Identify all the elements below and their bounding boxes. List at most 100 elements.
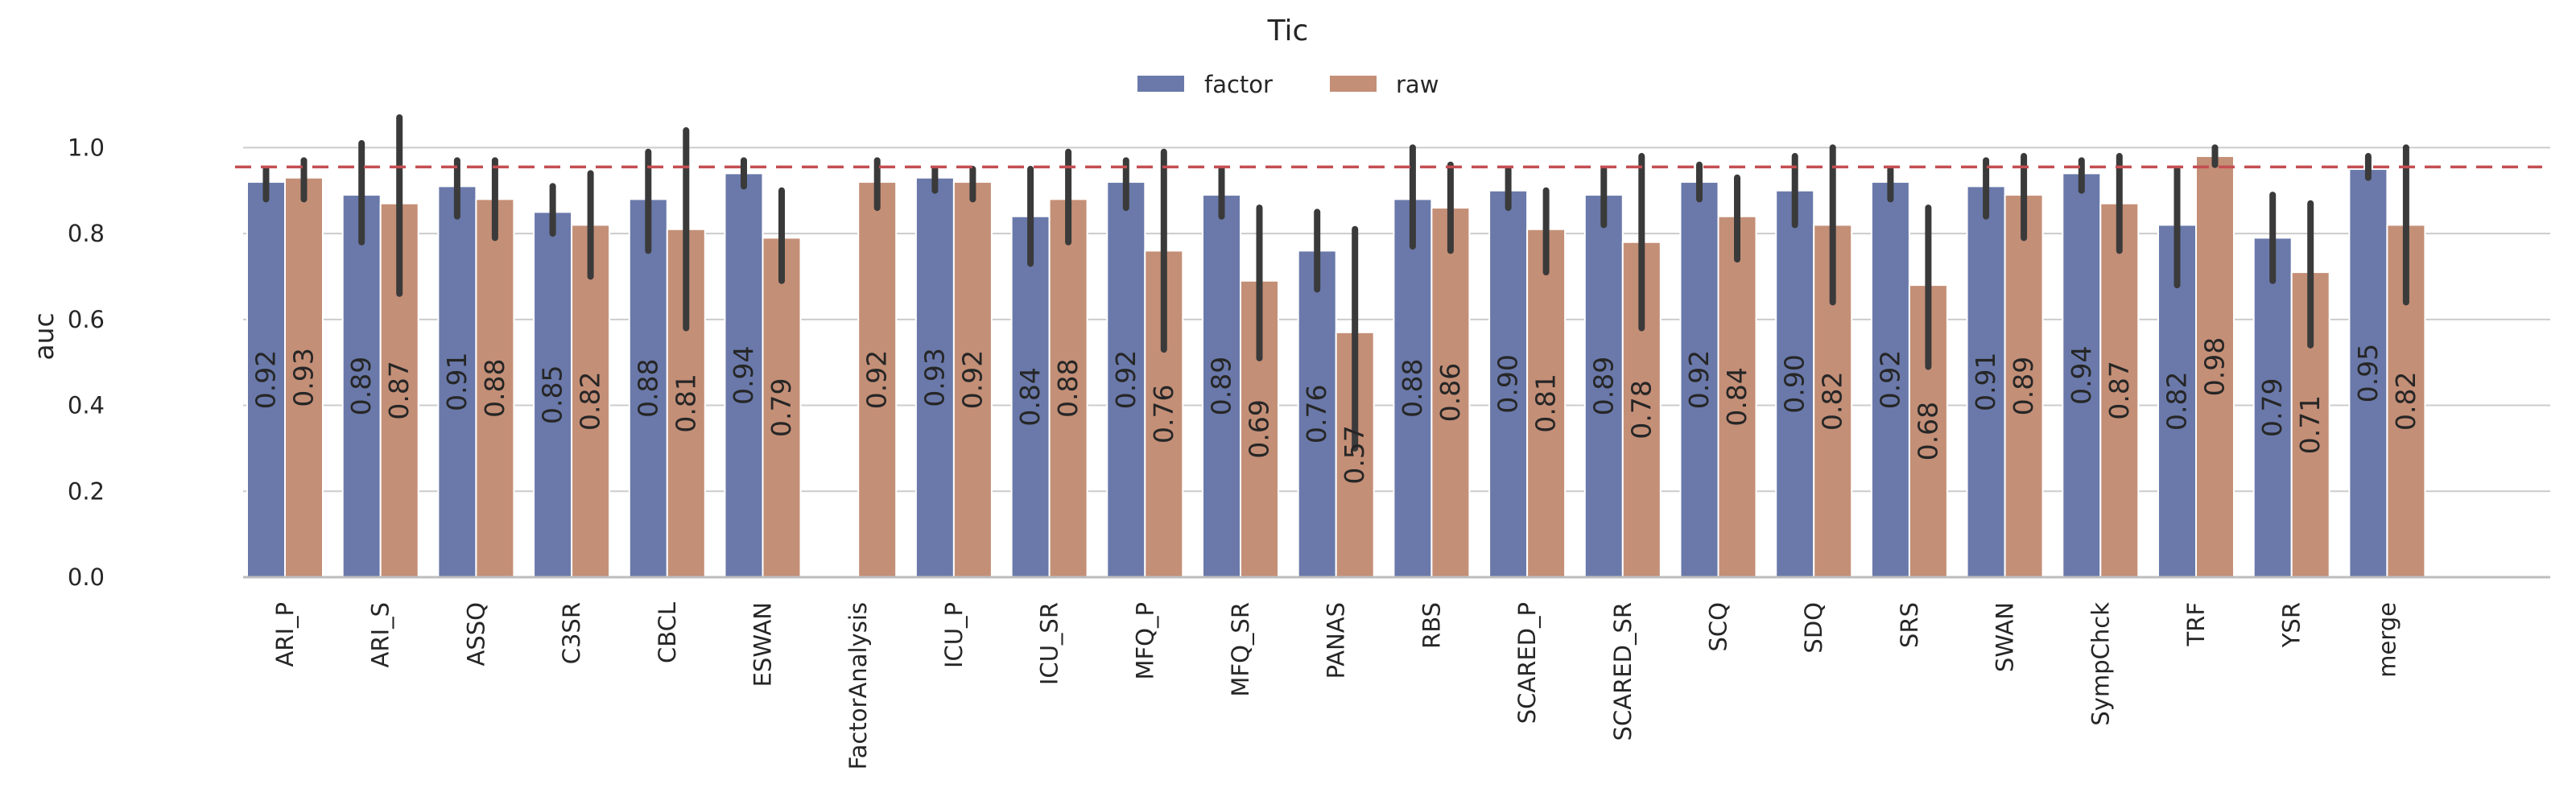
bars: [246, 155, 2426, 579]
bar-factor: [533, 211, 573, 578]
value-label-factor: 0.93: [919, 348, 950, 407]
value-label-factor: 0.92: [1110, 350, 1141, 409]
y-tick-label: 0.8: [68, 220, 105, 247]
value-label-factor: 0.88: [632, 358, 663, 417]
x-tick-label: SCARED_SR: [1609, 602, 1637, 741]
x-tick-label: ICU_P: [940, 602, 968, 668]
value-label-factor: 0.79: [2256, 378, 2288, 436]
value-label-raw: 0.76: [1148, 384, 1179, 443]
y-tick-label: 0.4: [68, 392, 105, 419]
value-label-factor: 0.89: [1587, 357, 1619, 415]
bar-factor: [1488, 189, 1529, 579]
bar-factor: [1106, 181, 1146, 579]
x-tick-label: YSR: [2278, 602, 2306, 648]
bar-raw: [1048, 198, 1088, 578]
legend-swatch-raw: [1330, 76, 1377, 92]
x-tick-label: ASSQ: [462, 602, 489, 666]
value-label-factor: 0.94: [2066, 345, 2097, 404]
value-label-raw: 0.82: [575, 371, 606, 430]
x-tick-label: SWAN: [1992, 602, 2019, 672]
bar-raw: [952, 181, 993, 579]
x-tick-label: MFQ_P: [1131, 602, 1158, 680]
value-label-raw: 0.69: [1244, 399, 1275, 458]
x-tick-label: merge: [2373, 602, 2401, 678]
value-label-raw: 0.92: [861, 350, 893, 409]
value-label-raw: 0.98: [2199, 337, 2231, 396]
x-tick-label: SDQ: [1800, 602, 1827, 654]
value-label-raw: 0.88: [479, 358, 510, 417]
x-tick-label: SCARED_P: [1513, 602, 1541, 724]
value-label-factor: 0.84: [1014, 367, 1046, 426]
value-label-factor: 0.92: [250, 350, 282, 409]
y-axis-label: auc: [28, 312, 60, 360]
value-label-raw: 0.92: [956, 350, 988, 409]
value-label-raw: 0.68: [1912, 402, 1943, 460]
x-tick-label: RBS: [1418, 602, 1445, 649]
x-tick-label: PANAS: [1323, 602, 1350, 679]
value-label-factor: 0.91: [1970, 352, 2001, 411]
bar-raw: [1717, 215, 1757, 578]
value-label-raw: 0.87: [383, 361, 415, 419]
value-label-factor: 0.82: [2161, 371, 2193, 430]
x-tick-label: SCQ: [1705, 602, 1732, 651]
x-tick-label: MFQ_SR: [1227, 602, 1254, 697]
value-label-raw: 0.82: [2390, 371, 2421, 430]
x-tick-label: FactorAnalysis: [844, 602, 872, 770]
value-label-raw: 0.71: [2294, 395, 2326, 454]
y-axis-ticks: 0.0 0.2 0.4 0.6 0.8 1.0: [68, 134, 105, 591]
x-tick-label: CBCL: [654, 602, 681, 663]
value-label-raw: 0.87: [2103, 361, 2135, 419]
bar-factor: [1583, 194, 1624, 578]
legend-swatch-factor: [1137, 76, 1184, 92]
value-label-raw: 0.79: [766, 378, 797, 436]
bar-factor: [1297, 250, 1337, 578]
legend-label-factor: factor: [1204, 71, 1273, 98]
value-label-factor: 0.92: [1874, 350, 1905, 409]
x-tick-label: ARI_S: [367, 602, 394, 667]
value-label-factor: 0.76: [1301, 384, 1332, 443]
bar-raw: [857, 181, 898, 579]
value-label-factor: 0.88: [1397, 358, 1428, 417]
y-tick-label: 1.0: [68, 134, 105, 161]
value-label-raw: 0.82: [1817, 371, 1848, 430]
x-axis-ticks: ARI_P ARI_S ASSQ C3SR CBCL ESWAN FactorAnalysi…: [271, 602, 2401, 770]
value-label-factor: 0.90: [1492, 354, 1524, 413]
value-label-factor: 0.91: [441, 352, 473, 411]
value-label-factor: 0.90: [1779, 354, 1810, 413]
legend: factor raw: [1137, 71, 1439, 98]
value-label-factor: 0.89: [1206, 357, 1237, 415]
value-label-raw: 0.89: [2008, 357, 2039, 415]
y-tick-label: 0.2: [68, 477, 105, 505]
legend-label-raw: raw: [1396, 71, 1439, 98]
value-label-raw: 0.88: [1052, 358, 1084, 417]
value-label-raw: 0.81: [1530, 374, 1562, 432]
bar-factor: [1870, 181, 1910, 579]
y-tick-label: 0.0: [68, 564, 105, 591]
bar-raw: [571, 224, 611, 578]
bar-raw: [2099, 202, 2140, 578]
x-tick-label: SympChck: [2087, 602, 2114, 726]
value-label-raw: 0.93: [288, 348, 320, 407]
value-label-factor: 0.89: [345, 357, 377, 415]
value-label-raw: 0.86: [1435, 363, 1466, 422]
value-label-raw: 0.57: [1339, 425, 1370, 484]
chart-title: Tic: [1267, 14, 1309, 47]
x-tick-label: TRF: [2182, 602, 2210, 647]
value-label-factor: 0.95: [2352, 344, 2384, 402]
x-tick-label: C3SR: [558, 602, 585, 664]
bar-factor: [1679, 181, 1719, 579]
y-tick-label: 0.6: [68, 306, 105, 333]
value-labels: 0.92 0.93 0.89 0.87 0.91 0.88 0.85 0.82 0.88 0.81…: [250, 337, 2421, 485]
value-label-factor: 0.85: [537, 365, 568, 423]
bar-raw: [1430, 207, 1471, 578]
value-label-factor: 0.94: [728, 345, 759, 404]
x-tick-label: SRS: [1896, 602, 1923, 648]
bar-raw: [1526, 228, 1567, 578]
bar-factor: [1010, 215, 1051, 578]
bar-factor: [246, 181, 286, 579]
bar-factor: [1202, 194, 1241, 578]
bar-factor: [628, 198, 668, 578]
value-label-factor: 0.92: [1683, 350, 1715, 409]
bar-raw: [762, 237, 802, 578]
